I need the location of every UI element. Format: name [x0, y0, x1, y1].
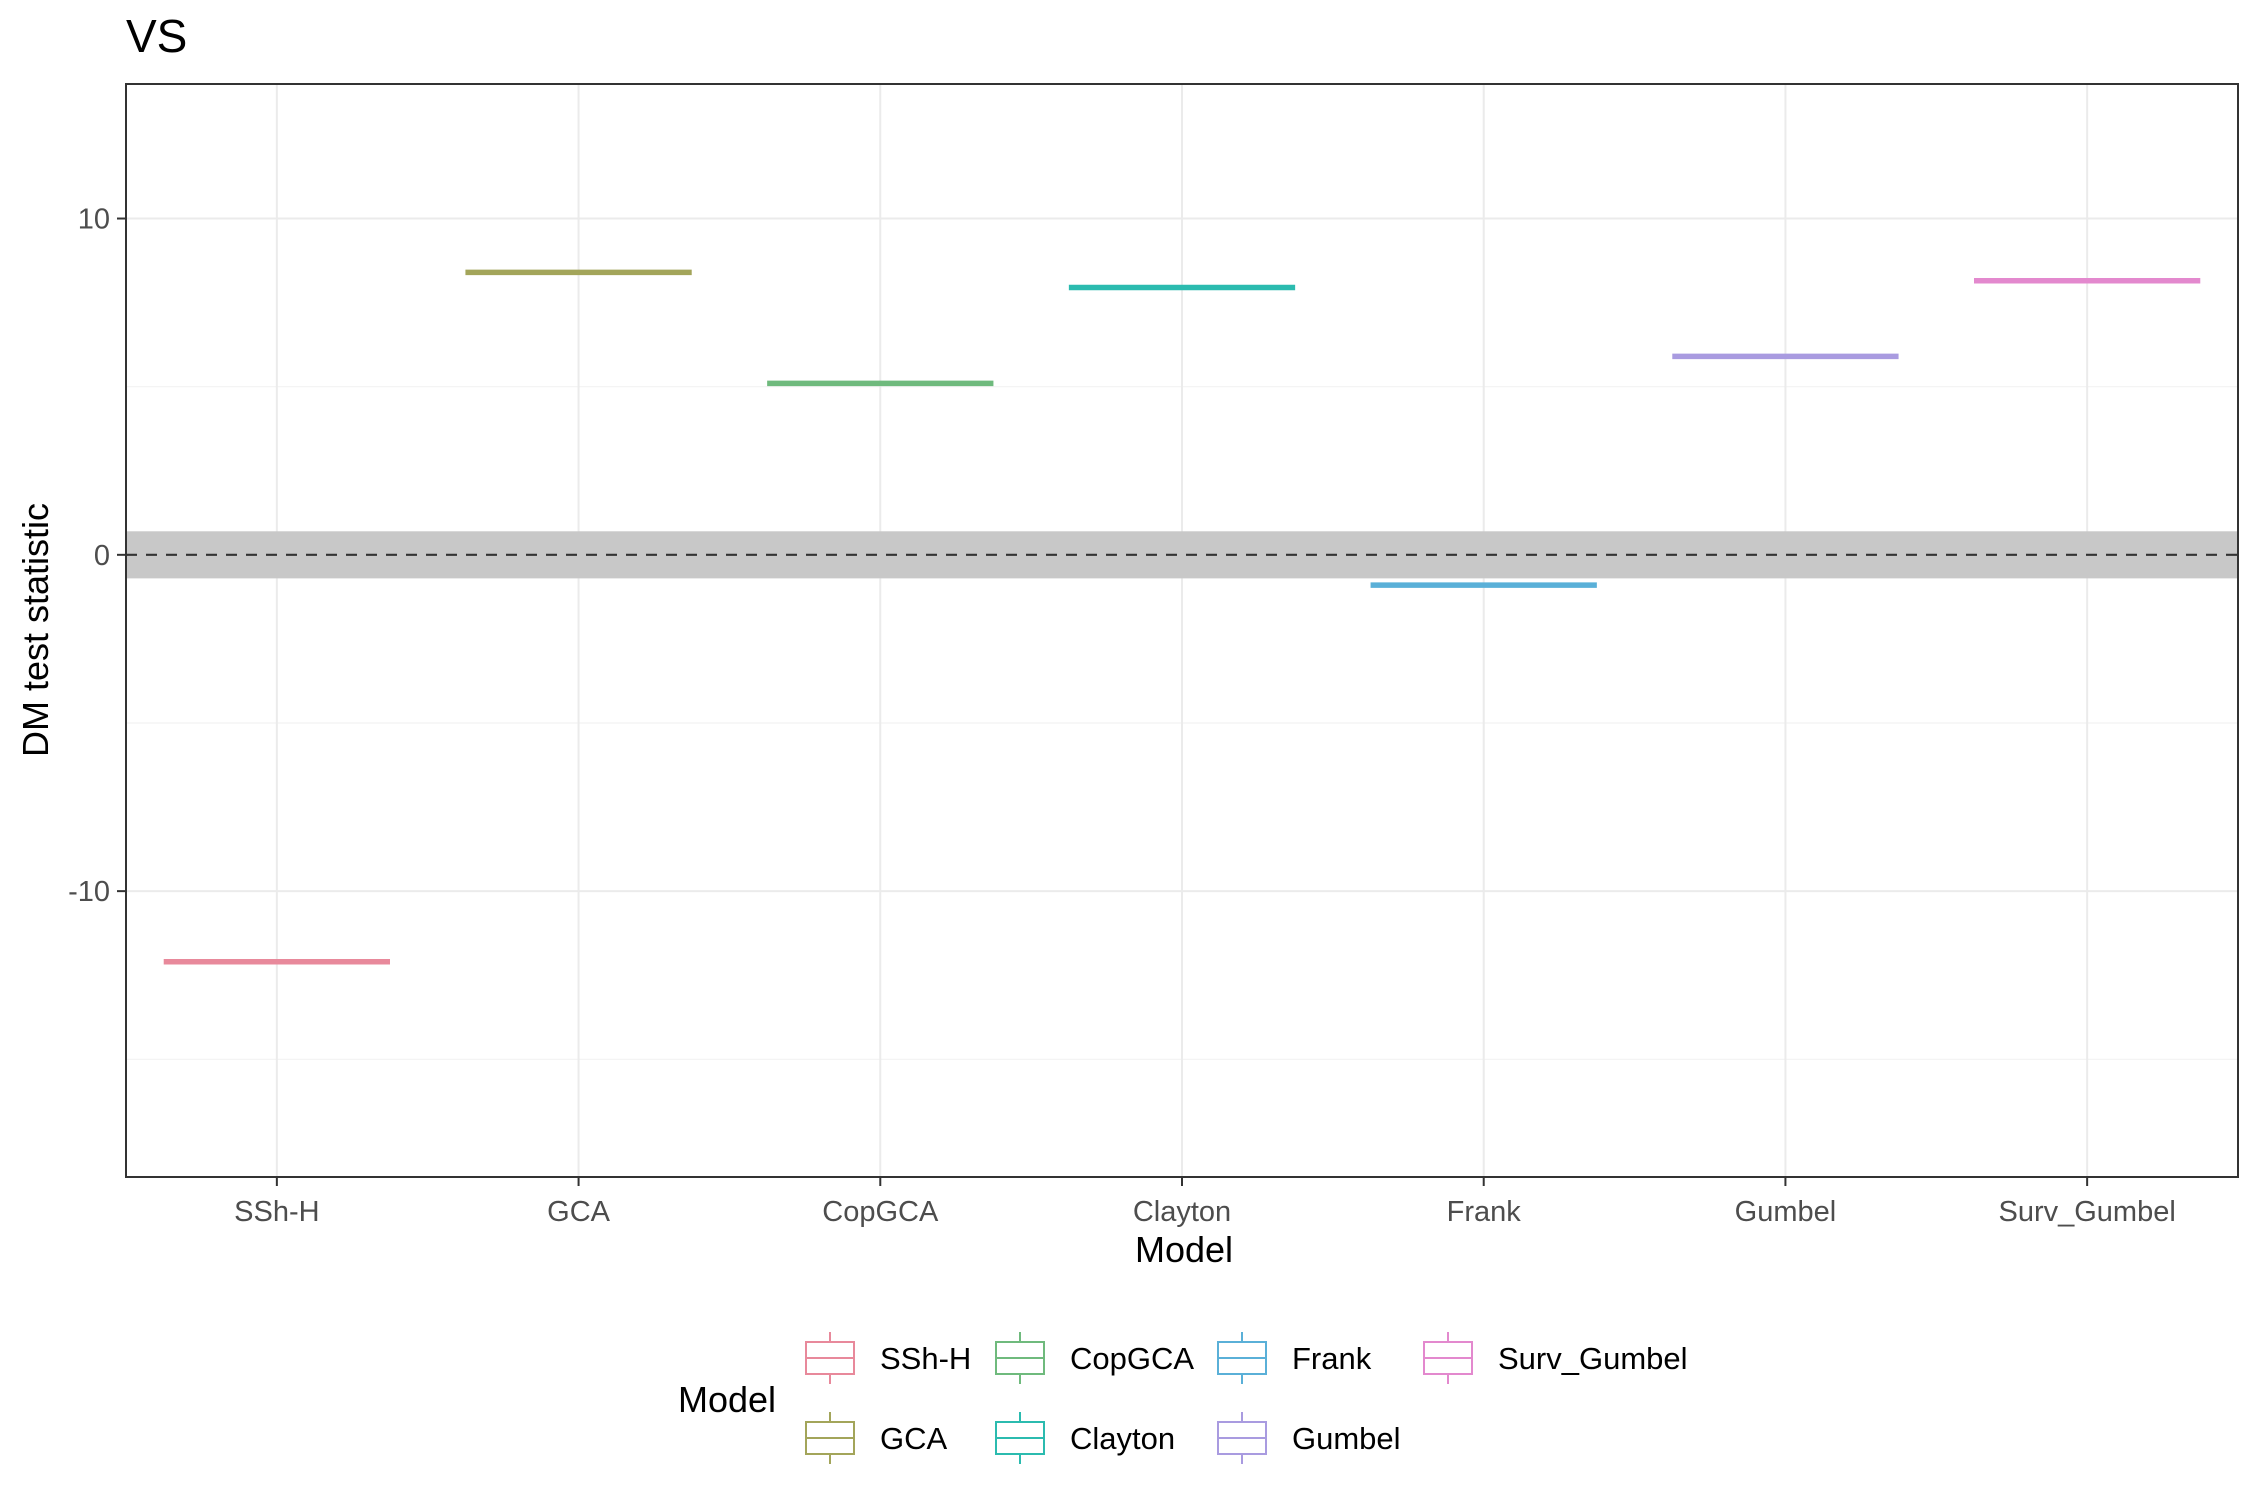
x-tick-label: Clayton — [1133, 1196, 1231, 1228]
legend-key — [805, 1332, 855, 1384]
x-tick-label: SSh-H — [234, 1196, 319, 1228]
legend-key — [1217, 1412, 1267, 1464]
x-tick-label: Gumbel — [1735, 1196, 1837, 1228]
legend-item-surv_gumbel: Surv_Gumbel — [1423, 1332, 1688, 1384]
legend-label: SSh-H — [880, 1341, 971, 1376]
data-marks — [163, 269, 2201, 965]
legend-item-gca: GCA — [805, 1412, 948, 1464]
x-tick-label: Frank — [1447, 1196, 1522, 1228]
legend-label: Gumbel — [1292, 1421, 1401, 1456]
x-tick-label: GCA — [547, 1196, 611, 1228]
legend-item-frank: Frank — [1217, 1332, 1372, 1384]
chart-title: VS — [126, 10, 187, 62]
y-tick-label: 10 — [78, 204, 110, 236]
legend-item-gumbel: Gumbel — [1217, 1412, 1401, 1464]
legend-key — [995, 1412, 1045, 1464]
reference-band — [126, 531, 2238, 579]
y-axis: -10 0 10 — [68, 204, 126, 908]
x-tick-label: Surv_Gumbel — [1998, 1196, 2175, 1228]
legend-key — [995, 1332, 1045, 1384]
legend-key — [1217, 1332, 1267, 1384]
grid — [126, 84, 2238, 1177]
legend: SSh-H GCA CopGCA Clayton Frank Gumbel Surv_Gum… — [805, 1332, 1688, 1464]
legend-label: Frank — [1292, 1341, 1372, 1376]
legend-label: CopGCA — [1070, 1341, 1194, 1376]
legend-label: Clayton — [1070, 1421, 1175, 1456]
legend-label: GCA — [880, 1421, 948, 1456]
y-tick-label: -10 — [68, 876, 110, 908]
legend-item-clayton: Clayton — [995, 1412, 1175, 1464]
y-tick-label: 0 — [94, 540, 110, 572]
x-axis: SSh-H GCA CopGCA Clayton Frank Gumbel Surv_Gum… — [234, 1177, 2176, 1228]
x-axis-title: Model — [1135, 1229, 1233, 1270]
legend-title: Model — [678, 1379, 776, 1420]
legend-item-ssh-h: SSh-H — [805, 1332, 971, 1384]
legend-label: Surv_Gumbel — [1498, 1341, 1688, 1376]
legend-item-copgca: CopGCA — [995, 1332, 1194, 1384]
legend-key — [1423, 1332, 1473, 1384]
x-tick-label: CopGCA — [822, 1196, 939, 1228]
y-axis-title: DM test statistic — [15, 503, 56, 757]
legend-key — [805, 1412, 855, 1464]
